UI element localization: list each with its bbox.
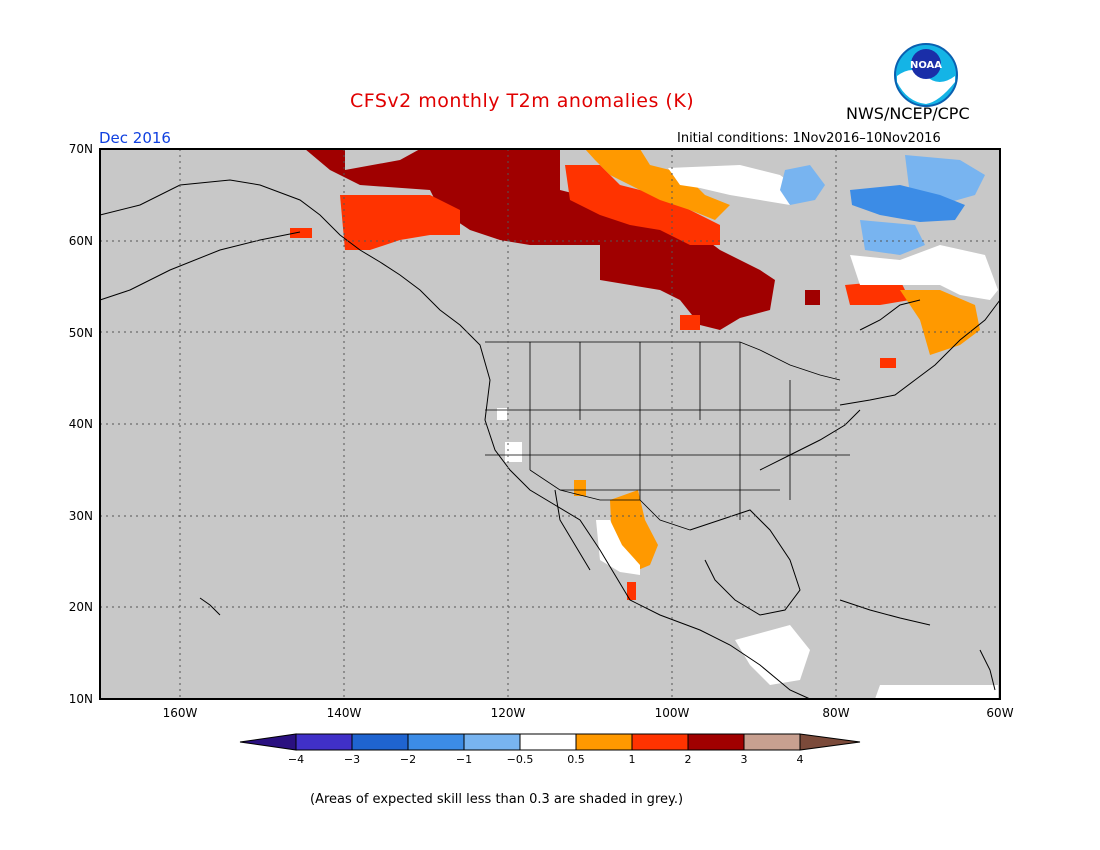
lat-label: 50N bbox=[69, 326, 93, 340]
coastlines bbox=[99, 179, 1001, 700]
skill-footnote: (Areas of expected skill less than 0.3 a… bbox=[310, 792, 684, 807]
anomaly-area-red-quebec bbox=[880, 358, 896, 368]
colorbar-swatch bbox=[687, 733, 745, 751]
colorbar-label: 3 bbox=[741, 753, 748, 766]
colorbar-swatch bbox=[519, 733, 577, 751]
anomaly-area-red-lakes bbox=[680, 315, 700, 330]
lat-label: 30N bbox=[69, 509, 93, 523]
colorbar: −4 −3 −2 −1 −0.5 0.5 1 2 3 4 bbox=[239, 733, 861, 766]
colorbar-label: −2 bbox=[400, 753, 416, 766]
colorbar-swatch bbox=[463, 733, 521, 751]
colorbar-swatch bbox=[407, 733, 465, 751]
colorbar-label: 4 bbox=[797, 753, 804, 766]
colorbar-label: −3 bbox=[344, 753, 360, 766]
colorbar-label: −4 bbox=[288, 753, 304, 766]
anomaly-area-dark-red-east bbox=[805, 290, 820, 305]
lat-label: 60N bbox=[69, 234, 93, 248]
forecast-month: Dec 2016 bbox=[99, 129, 171, 147]
colorbar-swatch bbox=[575, 733, 633, 751]
anomaly-area-white-caribbean bbox=[875, 685, 998, 699]
anomaly-area-blue-baffin bbox=[850, 185, 965, 222]
anomaly-area-white-north bbox=[668, 165, 800, 205]
anomaly-area-orange-north bbox=[585, 149, 730, 220]
colorbar-swatch bbox=[631, 733, 689, 751]
colorbar-swatch bbox=[295, 733, 353, 751]
noaa-logo: NOAA bbox=[894, 43, 958, 107]
lon-label: 60W bbox=[986, 706, 1013, 720]
anomaly-area-red-north bbox=[565, 165, 720, 245]
colorbar-label: −0.5 bbox=[507, 753, 534, 766]
organization-label: NWS/NCEP/CPC bbox=[846, 104, 970, 123]
lon-label: 120W bbox=[491, 706, 526, 720]
colorbar-labels: −4 −3 −2 −1 −0.5 0.5 1 2 3 4 bbox=[288, 753, 804, 766]
colorbar-label: −1 bbox=[456, 753, 472, 766]
lon-label: 100W bbox=[655, 706, 690, 720]
anomaly-area-orange-labrador bbox=[900, 290, 980, 355]
lon-label: 140W bbox=[327, 706, 362, 720]
anomaly-area-light-blue-hudson bbox=[860, 220, 925, 255]
lon-label: 80W bbox=[822, 706, 849, 720]
lat-label: 20N bbox=[69, 600, 93, 614]
anomaly-area-white-east bbox=[850, 245, 998, 300]
colorbar-label: 2 bbox=[685, 753, 692, 766]
anomaly-area-light-blue-north bbox=[780, 165, 825, 205]
anomaly-area-dark-red-north bbox=[305, 149, 775, 330]
noaa-logo-text: NOAA bbox=[910, 60, 942, 71]
colorbar-label: 0.5 bbox=[567, 753, 585, 766]
colorbar-swatch bbox=[743, 733, 801, 751]
colorbar-swatch bbox=[351, 733, 409, 751]
latitude-labels: 70N 60N 50N 40N 30N 20N 10N bbox=[69, 142, 93, 706]
lat-label: 40N bbox=[69, 417, 93, 431]
colorbar-arrow-high bbox=[799, 733, 861, 751]
anomaly-area-white-central-america bbox=[735, 625, 810, 685]
political-borders bbox=[485, 341, 850, 531]
anomaly-area-red-mexico bbox=[627, 582, 636, 600]
anomaly-area-red-west bbox=[340, 195, 460, 250]
anomaly-area-red-alaska bbox=[290, 228, 312, 238]
map-title: CFSv2 monthly T2m anomalies (K) bbox=[350, 90, 695, 112]
anomaly-area-orange-arizona bbox=[574, 480, 586, 496]
anomaly-area-white-california bbox=[497, 408, 507, 420]
longitude-labels: 160W 140W 120W 100W 80W 60W bbox=[163, 706, 1014, 720]
anomaly-area-red-hudson bbox=[845, 280, 910, 305]
colorbar-label: 1 bbox=[629, 753, 636, 766]
colorbar-arrow-low bbox=[239, 733, 297, 751]
lat-label: 70N bbox=[69, 142, 93, 156]
anomaly-area-white-baja bbox=[505, 442, 522, 462]
lat-label: 10N bbox=[69, 692, 93, 706]
lon-label: 160W bbox=[163, 706, 198, 720]
initial-conditions: Initial conditions: 1Nov2016–10Nov2016 bbox=[677, 131, 941, 146]
anomaly-areas bbox=[290, 149, 998, 699]
graticule bbox=[100, 149, 1000, 699]
